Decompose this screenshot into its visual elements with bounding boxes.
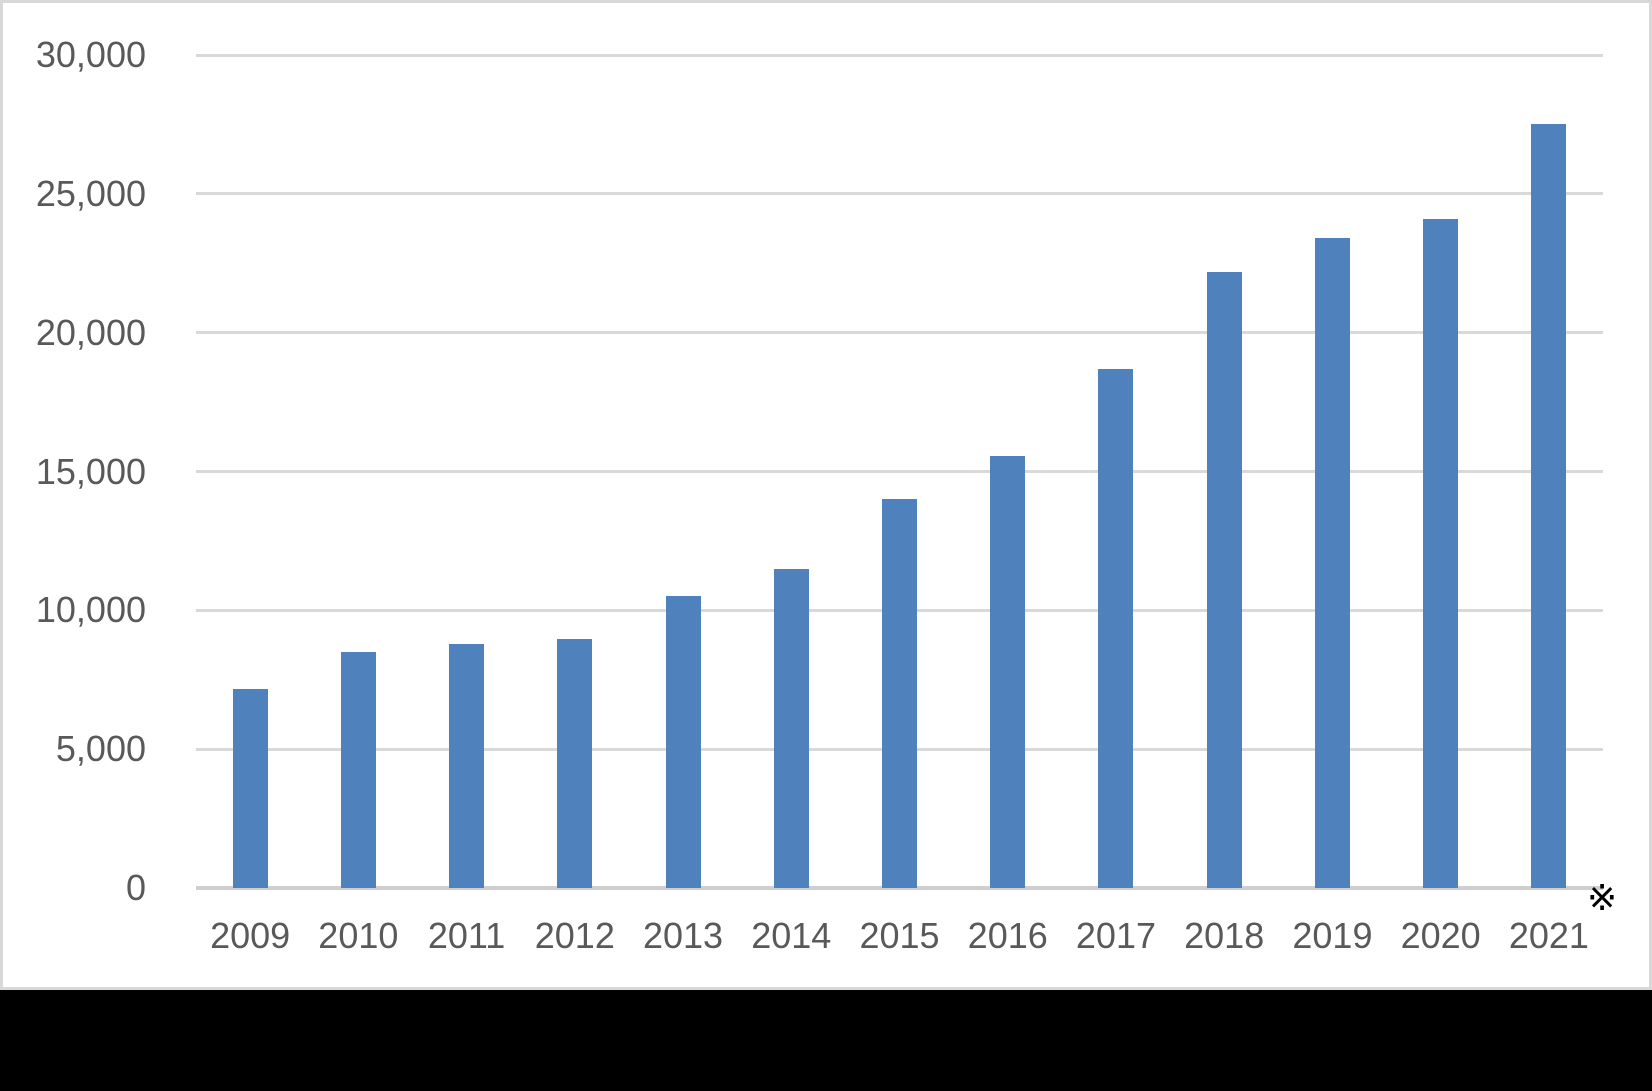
bar-2013	[665, 596, 701, 888]
bar-2010	[340, 651, 376, 888]
x-axis-label-2018: 2018	[1184, 915, 1265, 956]
x-axis-label-2021: 2021	[1508, 915, 1589, 956]
x-axis-label-2019: 2019	[1292, 915, 1373, 956]
x-axis-label-2016: 2016	[967, 915, 1048, 956]
y-axis-label-20000: 20,000	[35, 311, 146, 353]
x-axis-label-2010: 2010	[318, 915, 399, 956]
reference-mark: ※	[1587, 877, 1618, 918]
gridline-20000	[196, 331, 1603, 335]
y-axis-label-5000: 5,000	[55, 728, 146, 770]
gridline-15000	[196, 470, 1603, 473]
bar-2017	[1098, 368, 1134, 888]
y-axis-label-10000: 10,000	[35, 589, 146, 631]
x-axis-label-2009: 2009	[210, 915, 291, 956]
y-axis-label-30000: 30,000	[35, 34, 146, 75]
bar-2018	[1206, 271, 1242, 888]
bar-2021	[1531, 124, 1567, 888]
bar-2009	[232, 689, 268, 888]
x-axis-label-2015: 2015	[859, 915, 940, 956]
y-axis-label-25000: 25,000	[35, 172, 146, 214]
bar-2011	[449, 643, 485, 888]
gridline-30000	[196, 53, 1603, 57]
x-axis-label-2014: 2014	[751, 915, 832, 956]
chart-canvas: 0 5,000 10,000 15,000 20,000 25,000 30,000 200…	[0, 0, 1652, 990]
y-axis-label-0: 0	[125, 867, 146, 908]
gridline-25000	[196, 192, 1603, 196]
y-axis-label-15000: 15,000	[35, 450, 146, 492]
x-axis-label-2011: 2011	[427, 915, 506, 956]
x-axis-label-2012: 2012	[534, 915, 615, 956]
bar-2020	[1423, 218, 1459, 888]
bar-2012	[557, 639, 593, 888]
bar-2014	[773, 568, 809, 888]
x-axis-label-2013: 2013	[642, 915, 724, 956]
plot-area	[196, 53, 1603, 890]
x-axis-line	[196, 886, 1603, 890]
x-axis-label-2017: 2017	[1075, 915, 1156, 956]
letterbox-bottom	[0, 990, 1652, 1091]
bar-2016	[990, 456, 1026, 888]
bar-2019	[1314, 238, 1350, 888]
x-axis-label-2020: 2020	[1400, 915, 1481, 956]
bar-2015	[882, 499, 917, 888]
